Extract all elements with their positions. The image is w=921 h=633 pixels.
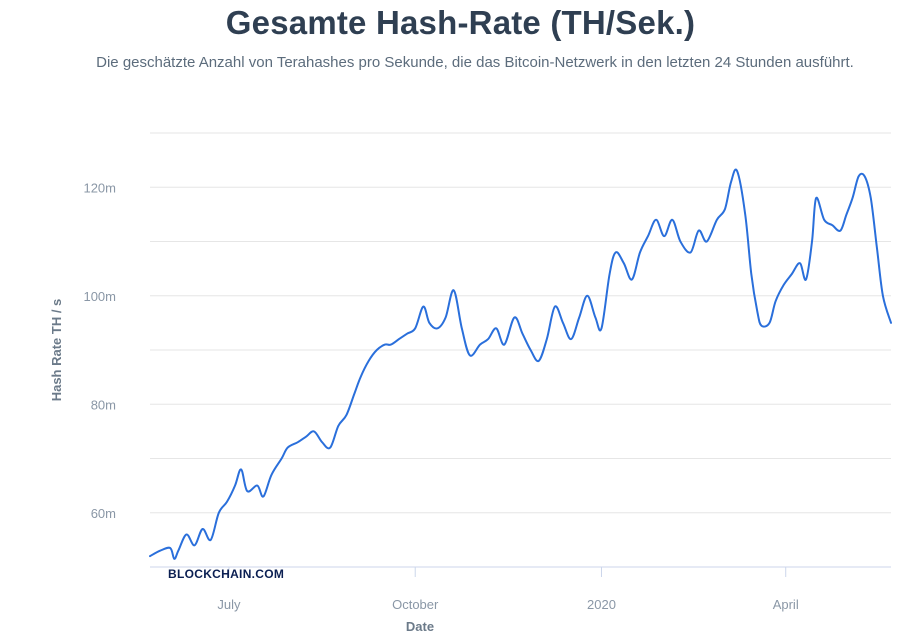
blockchain-watermark: BLOCKCHAIN.COM	[168, 567, 284, 581]
chart-subtitle: Die geschätzte Anzahl von Terahashes pro…	[96, 54, 854, 71]
chart-title: Gesamte Hash-Rate (TH/Sek.)	[225, 4, 696, 41]
y-tick-label: 80m	[91, 397, 116, 412]
x-tick-label: April	[773, 597, 799, 612]
y-tick-label: 100m	[83, 289, 116, 304]
x-axis-title: Date	[406, 619, 434, 633]
y-tick-label: 120m	[83, 180, 116, 195]
x-tick-label: July	[217, 597, 241, 612]
y-axis-title: Hash Rate TH / s	[49, 299, 64, 402]
x-tick-label: 2020	[587, 597, 616, 612]
x-tick-label: October	[392, 597, 439, 612]
y-tick-label: 60m	[91, 506, 116, 521]
hash-rate-series-line	[149, 168, 892, 560]
